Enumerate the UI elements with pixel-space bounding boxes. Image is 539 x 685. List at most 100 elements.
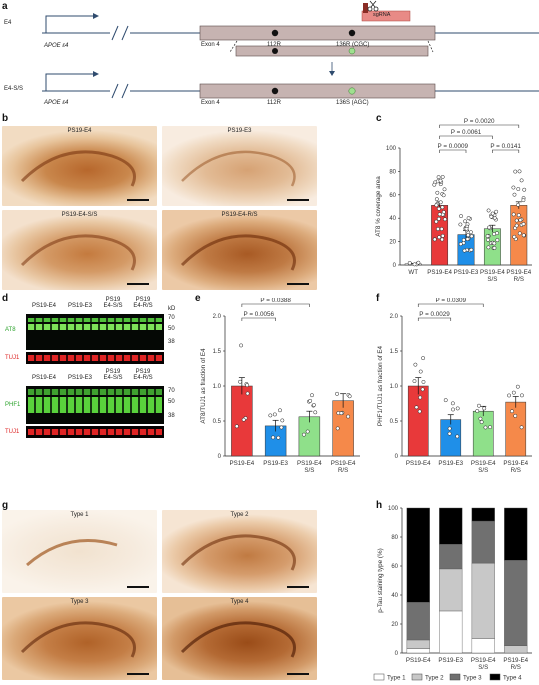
data-point [459, 214, 463, 219]
panel-label-d: d [2, 293, 9, 304]
kd-label: kD [168, 306, 176, 312]
x-tick-label: WT [408, 269, 418, 276]
data-point [512, 234, 517, 239]
stacked-bar-segment [406, 639, 430, 649]
site-136r-dot-top [348, 29, 356, 37]
data-point [439, 227, 444, 231]
data-point [521, 233, 526, 238]
data-point [346, 414, 351, 419]
y-tick-label: 20 [389, 240, 396, 246]
data-point [468, 230, 473, 235]
data-point [513, 413, 518, 418]
data-point [455, 406, 460, 411]
y-tick-label: 60 [389, 193, 396, 199]
stacked-bar-segment [504, 560, 528, 646]
y-tick-label: 2.0 [213, 314, 222, 320]
significance-bracket [417, 317, 452, 321]
data-point [517, 231, 522, 236]
data-point [313, 410, 318, 415]
data-point [305, 429, 310, 434]
y-tick-label: 0 [395, 651, 399, 657]
data-point [495, 238, 500, 243]
x-tick-label: R/S [338, 467, 348, 474]
x-tick-label: PS19-E4 [406, 657, 431, 664]
row1-allele: APOE ε4 [44, 43, 69, 49]
row2-allele: APOE ε4 [44, 100, 69, 106]
y-tick-label: 60 [391, 564, 398, 570]
data-point [279, 425, 284, 430]
data-point [488, 425, 493, 430]
data-point [517, 169, 522, 174]
stacked-bar-segment [439, 507, 463, 545]
promoter-arrow-2 [45, 73, 96, 91]
data-point [516, 187, 521, 191]
data-point [521, 222, 526, 226]
histology-caption: PS19-E3 [227, 128, 252, 134]
scissors-icon [367, 0, 379, 12]
y-tick-label: 0 [393, 263, 397, 269]
data-point [492, 241, 497, 246]
blot-group-label: PS19-E3 [68, 303, 93, 309]
data-point [511, 212, 516, 217]
at8-label: AT8 [5, 327, 16, 333]
scale-bar [127, 283, 149, 285]
blot-group-label: PS19 E4-S/S [103, 297, 123, 309]
x-tick-label: R/S [511, 664, 521, 671]
y-tick-label: 1.0 [213, 384, 222, 390]
data-point [437, 235, 442, 240]
panel-label-e: e [195, 293, 201, 304]
x-tick-label: R/S [511, 467, 521, 474]
panel-label-c: c [376, 113, 382, 124]
tuj1-label-1: TUJ1 [5, 355, 20, 361]
data-point [466, 233, 470, 238]
kd-marker: 50 [168, 399, 175, 405]
data-point [347, 394, 352, 399]
data-point [418, 395, 423, 400]
data-point [434, 219, 439, 224]
data-point [513, 169, 518, 174]
row1-label: E4 [4, 20, 12, 26]
data-point [436, 216, 441, 221]
data-point [443, 217, 447, 222]
data-point [447, 426, 452, 431]
scale-bar [287, 283, 309, 285]
bar [472, 410, 494, 457]
data-point [416, 260, 421, 265]
scale-bar [127, 199, 149, 201]
data-point [432, 182, 437, 187]
x-tick-label: S/S [487, 276, 497, 283]
x-tick-label: PS19-E4 [480, 269, 505, 276]
stacked-bar-segment [504, 507, 528, 561]
gene-diagram [42, 0, 539, 99]
p-value-label: P = 0.0020 [464, 118, 495, 125]
panel-label-a: a [2, 1, 8, 12]
significance-bracket [417, 303, 484, 307]
data-point [245, 383, 250, 388]
legend-label: Type 3 [463, 675, 482, 682]
data-point [436, 175, 441, 180]
data-point [522, 187, 527, 192]
data-point [440, 233, 445, 238]
data-point [483, 425, 488, 430]
blot-group-label: PS19 E4-R/S [133, 369, 153, 381]
data-point [516, 202, 520, 207]
histology-image-type3: Type 3 [2, 597, 157, 680]
data-point [239, 343, 244, 348]
data-point [450, 401, 455, 406]
phf1-blot [26, 386, 164, 424]
scale-bar [287, 586, 309, 588]
significance-bracket [439, 135, 493, 139]
data-point [514, 223, 519, 228]
panel-label-b: b [2, 113, 9, 124]
data-point [487, 225, 492, 230]
p-value-label: P = 0.0309 [435, 298, 466, 304]
data-point [311, 403, 316, 407]
data-point [465, 237, 470, 242]
data-point [335, 391, 339, 396]
data-point [268, 413, 273, 418]
blot-group-label: PS19-E3 [68, 375, 93, 381]
data-point [436, 227, 440, 231]
y-tick-label: 80 [389, 169, 396, 175]
data-point [413, 362, 418, 367]
data-point [442, 187, 447, 192]
